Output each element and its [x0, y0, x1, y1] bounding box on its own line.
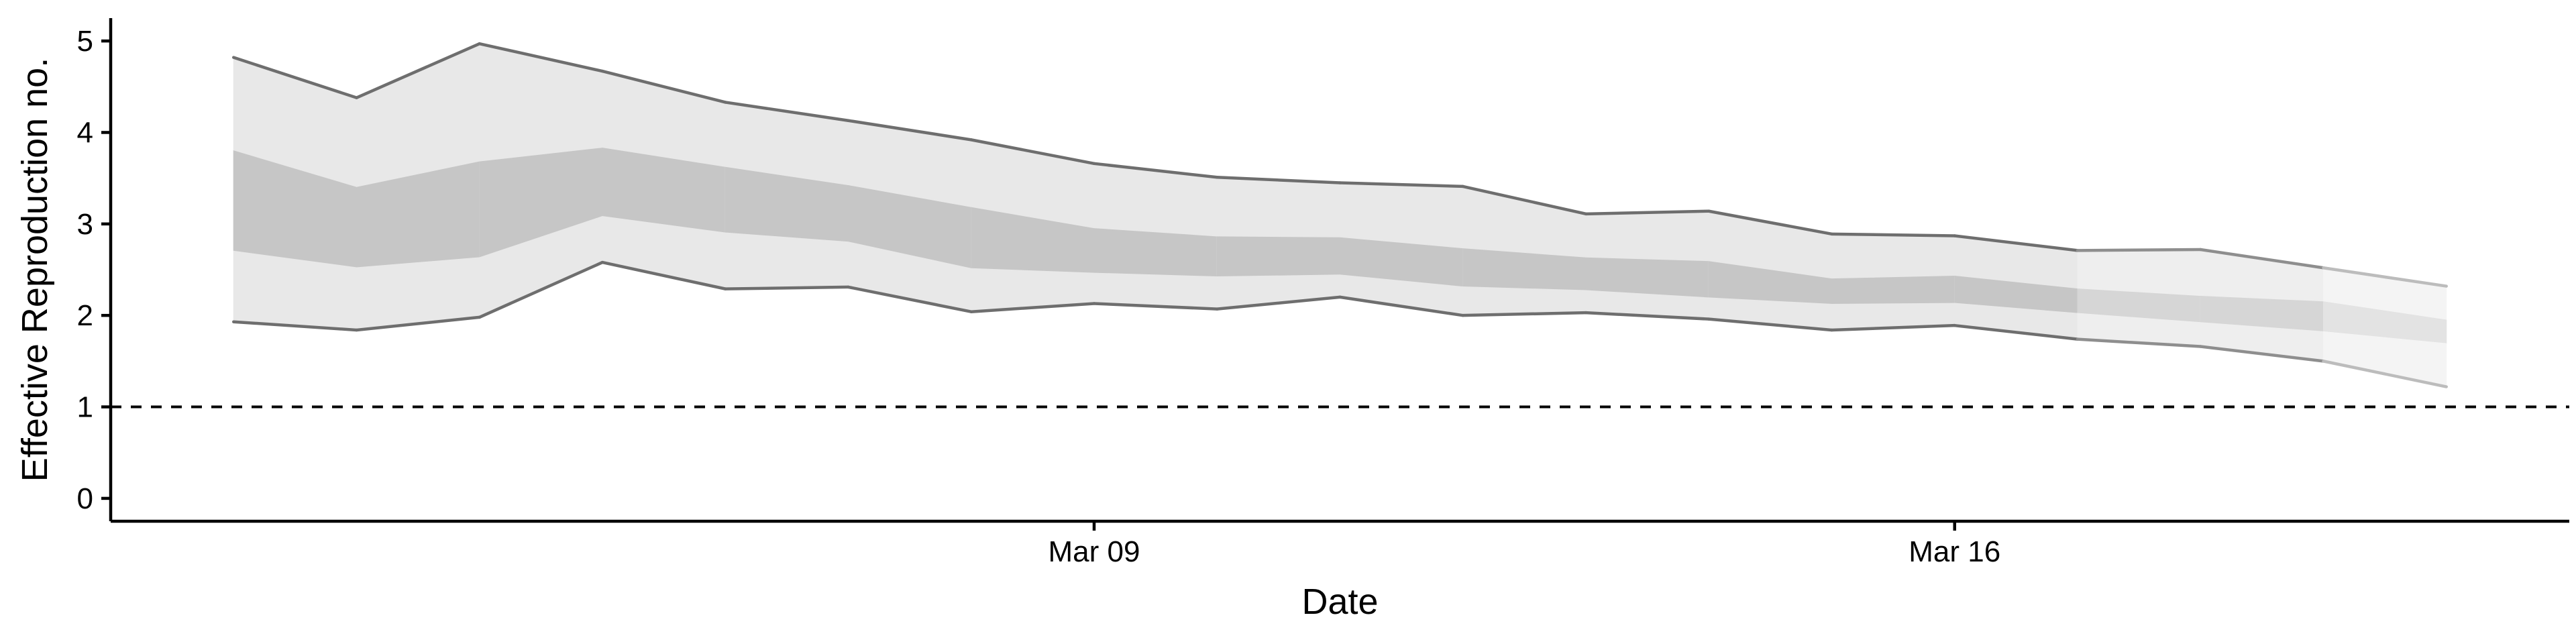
- lower-bound-line: [600, 260, 727, 290]
- upper-bound-line: [600, 69, 727, 104]
- x-tick-label: Mar 09: [1049, 535, 1140, 568]
- lower-bound-line: [1092, 302, 1219, 311]
- lower-bound-line: [1953, 323, 2080, 341]
- lower-bound-line: [969, 302, 1096, 313]
- lower-bound-line: [847, 285, 973, 313]
- inner-band-segment: [1831, 276, 1955, 304]
- x-axis-label: Date: [1301, 582, 1378, 622]
- lower-bound-line: [2199, 345, 2325, 363]
- lower-bound-line: [1584, 311, 1711, 321]
- lower-bound-line: [1707, 317, 1833, 332]
- upper-bound-line: [2322, 266, 2448, 288]
- lower-bound-line: [2322, 360, 2448, 388]
- upper-bound-line: [1584, 209, 1711, 216]
- x-axis-ticks: Mar 09 Mar 16: [1049, 521, 2000, 568]
- upper-bound-line: [1707, 209, 1833, 236]
- upper-bound-line: [478, 42, 604, 73]
- y-tick-label: 1: [77, 391, 93, 424]
- y-axis-ticks: 0 1 2 3 4 5: [77, 25, 111, 515]
- upper-bound-line: [232, 56, 358, 99]
- upper-bound-line: [724, 101, 850, 122]
- upper-bound-line: [2199, 248, 2325, 270]
- inner-band-segment: [1093, 228, 1218, 277]
- lower-bound-line: [1216, 295, 1342, 311]
- inner-band-segment: [1216, 236, 1340, 277]
- y-tick-label: 5: [77, 25, 93, 58]
- lower-bound-line: [1830, 323, 1956, 332]
- y-tick-label: 2: [77, 299, 93, 332]
- upper-bound-line: [1830, 232, 1956, 237]
- lower-bound-line: [2076, 337, 2202, 348]
- upper-bound-line: [1338, 181, 1464, 189]
- lower-bound-line: [478, 260, 604, 319]
- upper-bound-line: [1092, 162, 1219, 179]
- lower-bound-line: [1338, 295, 1464, 317]
- y-tick-label: 0: [77, 482, 93, 515]
- upper-bound-line: [1216, 176, 1342, 184]
- credible-interval-bands: [233, 43, 2447, 388]
- lower-bound-line: [232, 320, 358, 332]
- upper-bound-line: [969, 138, 1096, 166]
- y-tick-label: 4: [77, 116, 93, 149]
- upper-bound-line: [1953, 234, 2080, 252]
- outer-interval-lines: [232, 42, 2448, 388]
- upper-bound-line: [355, 42, 481, 99]
- inner-band-segment: [1585, 257, 1709, 298]
- x-tick-label: Mar 16: [1909, 535, 2000, 568]
- lower-bound-line: [355, 315, 481, 332]
- lower-bound-line: [724, 285, 850, 290]
- inner-band-segment: [2323, 301, 2447, 343]
- y-tick-label: 3: [77, 208, 93, 241]
- lower-bound-line: [1461, 311, 1588, 317]
- upper-bound-line: [847, 119, 973, 142]
- y-axis-label: Effective Reproduction no.: [15, 58, 55, 482]
- upper-bound-line: [1461, 184, 1588, 216]
